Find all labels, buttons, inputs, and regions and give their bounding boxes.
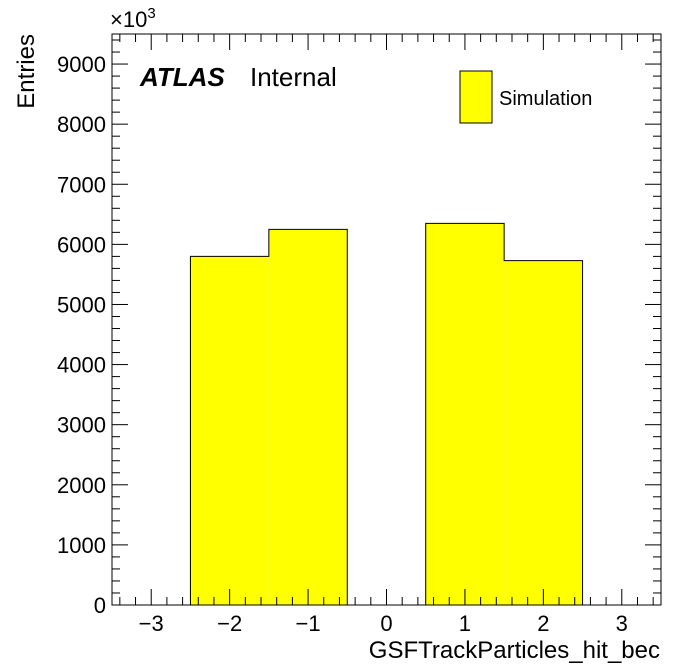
histogram-bar [425, 223, 505, 605]
x-tick-label: 2 [537, 611, 549, 636]
y-multiplier: ×103 [110, 5, 156, 32]
x-tick-label: 3 [616, 611, 628, 636]
y-axis-title: Entries [13, 34, 40, 109]
histogram-bar [268, 229, 348, 605]
y-tick-label: 9000 [57, 52, 106, 77]
x-axis-title: GSFTrackParticles_hit_bec [369, 637, 660, 664]
y-tick-label: 8000 [57, 112, 106, 137]
legend-label-simulation: Simulation [499, 88, 592, 110]
y-tick-label: 0 [94, 593, 106, 618]
y-tick-label: 5000 [57, 292, 106, 317]
x-tick-label: −3 [139, 611, 164, 636]
y-tick-label: 3000 [57, 413, 106, 438]
x-tick-label: 0 [380, 611, 392, 636]
x-tick-labels: −3 −2 −1 0 1 2 3 [139, 611, 628, 636]
y-tick-label: 6000 [57, 232, 106, 257]
histogram-bar [504, 260, 583, 605]
x-tick-label: −1 [296, 611, 321, 636]
internal-label: Internal [250, 62, 337, 92]
y-tick-label: 7000 [57, 172, 106, 197]
axis-ticks [112, 34, 661, 606]
legend-swatch-simulation [459, 70, 493, 124]
y-tick-label: 1000 [57, 533, 106, 558]
atlas-label: ATLAS [139, 62, 225, 92]
y-tick-labels: 0 1000 2000 3000 4000 5000 6000 7000 8000 9000 [57, 52, 106, 618]
y-multiplier-exponent: 3 [147, 5, 155, 22]
y-tick-label: 2000 [57, 473, 106, 498]
histogram-bars [189, 222, 584, 605]
x-tick-label: −2 [217, 611, 242, 636]
y-tick-label: 4000 [57, 353, 106, 378]
histogram-bar [190, 256, 269, 605]
histogram-outline [189, 222, 584, 605]
y-multiplier-base: ×10 [110, 7, 147, 32]
x-tick-label: 1 [459, 611, 471, 636]
